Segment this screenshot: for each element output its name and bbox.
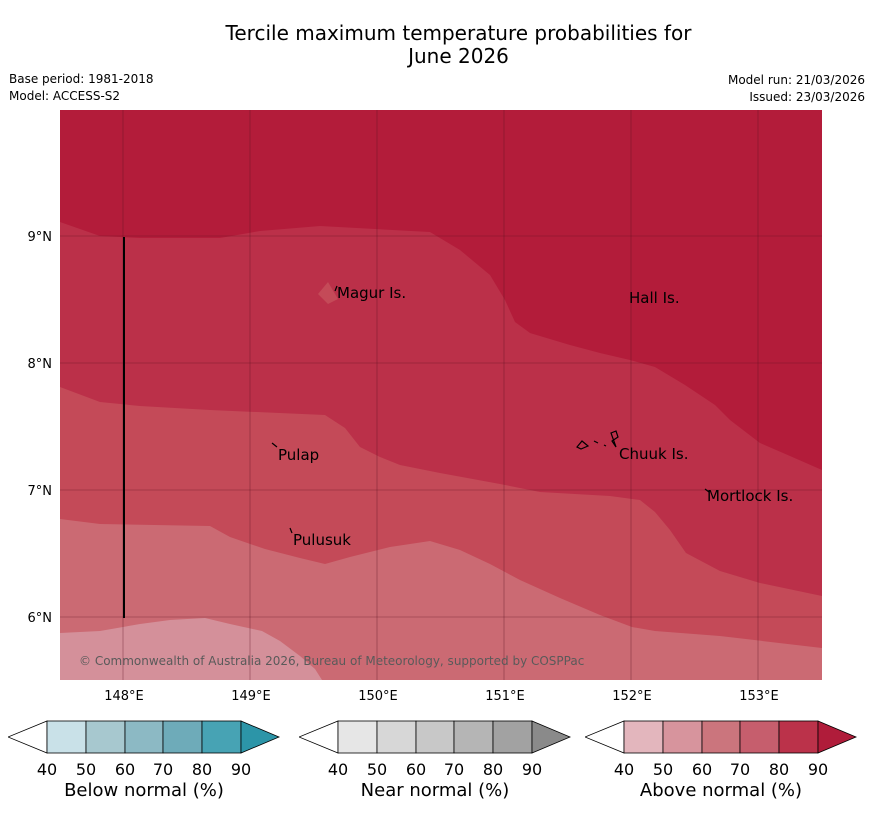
longitude-labels: 148°E 149°E 150°E 151°E 152°E 153°E — [104, 689, 779, 704]
legend-near-tick: 70 — [443, 760, 465, 779]
probability-bands — [60, 110, 822, 680]
legend-near-swatch-4 — [453, 720, 494, 754]
lon-label-150e: 150°E — [358, 689, 398, 704]
map-title: Tercile maximum temperature probabilitie… — [0, 22, 873, 68]
legend-near-normal: 40 50 60 70 80 90 — [297, 720, 572, 782]
chuuk-island-shape — [576, 430, 619, 450]
place-labels: Magur Is. Hall Is. Pulap Chuuk Is. Mortl… — [278, 284, 793, 549]
legend-below-swatch-1 — [46, 720, 87, 754]
lat-label-7n: 7°N — [28, 484, 53, 499]
legend-near-swatch-0 — [297, 720, 339, 754]
place-label-pulusuk: Pulusuk — [293, 531, 351, 549]
latitude-labels: 9°N 8°N 7°N 6°N — [28, 230, 53, 626]
legend-bar-above — [583, 720, 858, 754]
lon-label-153e: 153°E — [739, 689, 779, 704]
place-label-magur: Magur Is. — [337, 284, 406, 302]
legend-near-swatch-1 — [337, 720, 378, 754]
legend-below-tick: 40 — [36, 760, 58, 779]
legend-above-tick: 40 — [613, 760, 635, 779]
band-patch-magur — [318, 282, 338, 304]
legend-near-swatch-6 — [531, 720, 572, 754]
legend-above-swatch-4 — [739, 720, 780, 754]
meta-left: Base period: 1981-2018 Model: ACCESS-S2 — [9, 71, 154, 105]
legend-below-tick: 90 — [230, 760, 252, 779]
lon-label-152e: 152°E — [612, 689, 652, 704]
legend-above-swatch-3 — [701, 720, 741, 754]
legend-above-tick: 90 — [807, 760, 829, 779]
copyright-notice: © Commonwealth of Australia 2026, Bureau… — [79, 654, 584, 668]
legend-below-tick: 50 — [75, 760, 97, 779]
legend-above-tick: 70 — [729, 760, 751, 779]
lon-label-149e: 149°E — [231, 689, 271, 704]
island-outlines — [271, 285, 710, 534]
mortlock-island-shape — [704, 488, 710, 493]
legend-above-ticks: 40 50 60 70 80 90 — [585, 760, 857, 782]
legend-below-tick: 80 — [191, 760, 213, 779]
legend-bar-near — [297, 720, 572, 754]
legend-below-tick: 60 — [114, 760, 136, 779]
legend-title-above: Above normal (%) — [639, 780, 803, 801]
legend-near-tick: 80 — [482, 760, 504, 779]
legend-below-swatch-0 — [6, 720, 48, 754]
lat-label-6n: 6°N — [28, 611, 53, 626]
place-label-pulap: Pulap — [278, 446, 319, 464]
legend-below-ticks: 40 50 60 70 80 90 — [8, 760, 280, 782]
legend-below-swatch-2 — [85, 720, 126, 754]
legend-near-swatch-2 — [376, 720, 417, 754]
legend-below-normal: 40 50 60 70 80 90 — [6, 720, 281, 782]
place-label-chuuk: Chuuk Is. — [619, 445, 688, 463]
legend-above-swatch-2 — [662, 720, 703, 754]
legend-below-swatch-6 — [240, 720, 281, 754]
legend-near-swatch-3 — [415, 720, 455, 754]
place-label-mortlock: Mortlock Is. — [707, 487, 793, 505]
legend-above-tick: 80 — [768, 760, 790, 779]
legend-near-tick: 50 — [366, 760, 388, 779]
magur-island-shape — [334, 285, 338, 292]
legend-near-swatch-5 — [492, 720, 533, 754]
model-name: Model: ACCESS-S2 — [9, 89, 121, 103]
legend-above-swatch-5 — [778, 720, 819, 754]
base-period: Base period: 1981-2018 — [9, 72, 154, 86]
place-label-hall: Hall Is. — [629, 289, 680, 307]
band-50 — [60, 618, 322, 680]
legend-below-tick: 70 — [152, 760, 174, 779]
legend-near-tick: 60 — [405, 760, 427, 779]
lat-label-9n: 9°N — [28, 230, 53, 245]
title-line-1: Tercile maximum temperature probabilitie… — [225, 21, 692, 45]
pulusuk-island-shape — [289, 527, 293, 534]
legend-above-swatch-6 — [817, 720, 858, 754]
legend-above-tick: 60 — [691, 760, 713, 779]
legend-near-tick: 40 — [327, 760, 349, 779]
title-line-2: June 2026 — [408, 44, 509, 68]
legend-near-tick: 90 — [521, 760, 543, 779]
legend-below-swatch-3 — [124, 720, 164, 754]
legend-bar-below — [6, 720, 281, 754]
legend-above-swatch-0 — [583, 720, 625, 754]
legend-above-normal: 40 50 60 70 80 90 — [583, 720, 858, 782]
meta-right: Model run: 21/03/2026 Issued: 23/03/2026 — [728, 72, 865, 106]
model-run: Model run: 21/03/2026 — [727, 73, 865, 87]
legend-below-swatch-5 — [201, 720, 242, 754]
map-figure: Magur Is. Hall Is. Pulap Chuuk Is. Mortl… — [28, 110, 822, 704]
legend-below-swatch-4 — [162, 720, 203, 754]
legend-near-ticks: 40 50 60 70 80 90 — [299, 760, 571, 782]
lon-label-148e: 148°E — [104, 689, 144, 704]
legend-above-swatch-1 — [623, 720, 664, 754]
legend-title-below: Below normal (%) — [64, 780, 224, 801]
issued-date: Issued: 23/03/2026 — [749, 90, 865, 104]
lon-label-151e: 151°E — [485, 689, 525, 704]
legend-above-tick: 50 — [652, 760, 674, 779]
pulap-island-shape — [271, 442, 278, 448]
legend-title-near: Near normal (%) — [360, 780, 510, 801]
lat-label-8n: 8°N — [28, 357, 53, 372]
